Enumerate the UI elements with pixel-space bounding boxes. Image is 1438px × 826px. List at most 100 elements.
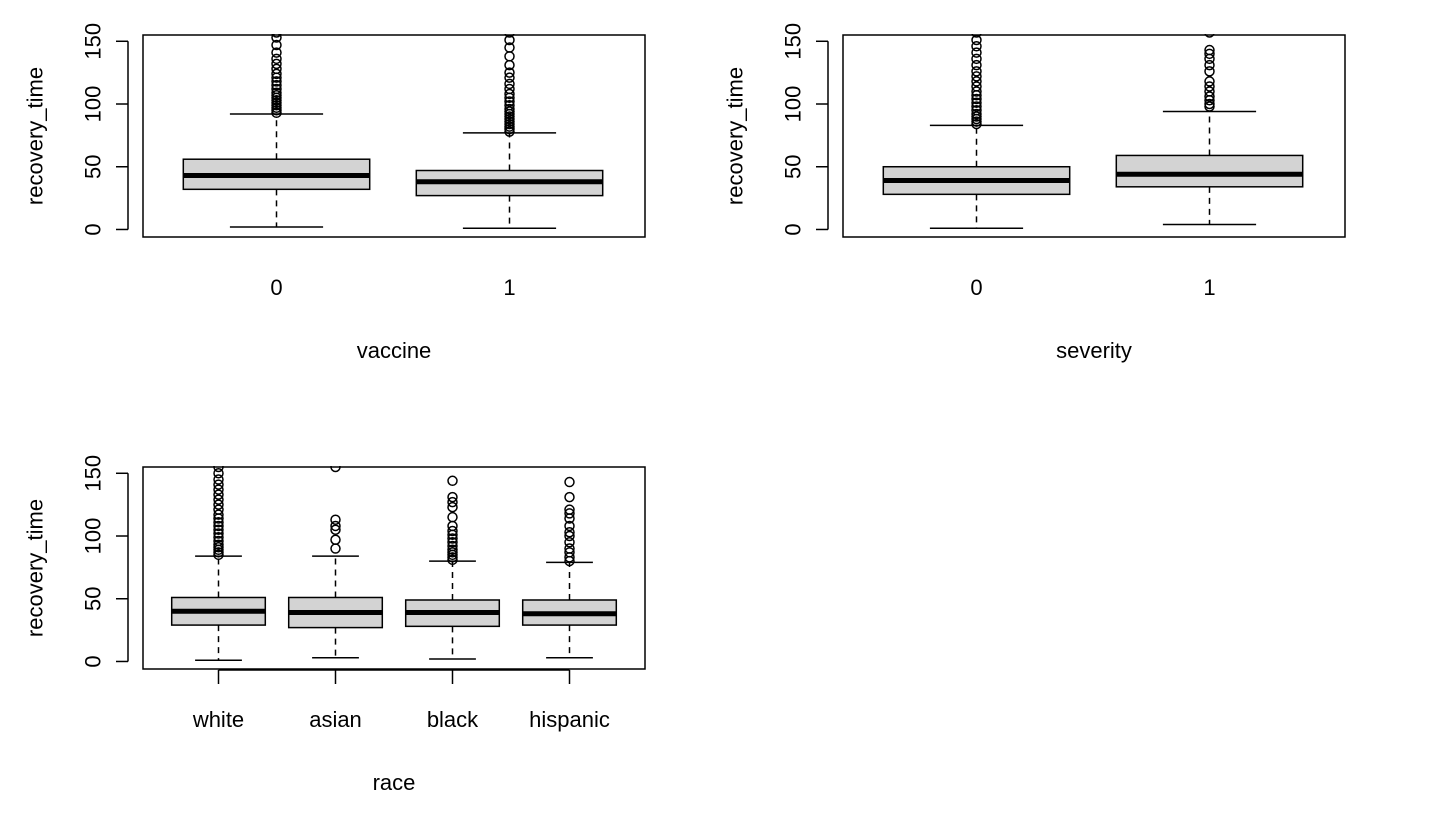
outlier-point [504, 67, 515, 78]
outlier-point [213, 504, 224, 515]
outlier-point [330, 543, 341, 554]
box-black [404, 475, 501, 660]
outlier-point [564, 526, 575, 538]
outlier-point [447, 525, 458, 537]
plot-area [882, 34, 1304, 229]
outlier-point [271, 53, 282, 65]
y-tick-label: 50 [81, 154, 106, 178]
x-axis-label: severity [1056, 338, 1132, 363]
x-tick-label: 0 [270, 275, 282, 300]
outlier-point [1204, 34, 1215, 38]
outlier-point [971, 86, 982, 97]
outlier-point [213, 539, 224, 551]
box-1 [415, 34, 604, 229]
outlier-point [971, 53, 982, 65]
outlier-point [447, 496, 458, 508]
box-0 [882, 34, 1071, 229]
outlier-point [271, 68, 282, 80]
x-tick-label: 0 [970, 275, 982, 300]
outlier-point [213, 520, 224, 532]
outlier-point [504, 51, 515, 62]
x-tick-label: white [192, 707, 244, 732]
outlier-point [971, 71, 982, 82]
outlier-point [971, 66, 982, 77]
outlier-point [564, 504, 575, 515]
plot-area [182, 34, 604, 229]
outlier-point [971, 97, 982, 109]
outlier-point [271, 79, 282, 91]
y-tick-label: 50 [81, 586, 106, 610]
y-axis: 0 50 100 150 [81, 455, 129, 668]
outlier-point [271, 34, 282, 43]
outlier-point [330, 524, 341, 535]
outlier-point [1204, 44, 1215, 56]
outlier-point [213, 509, 224, 520]
outlier-point [971, 76, 982, 87]
outlier-point [504, 78, 515, 90]
outlier-point [564, 476, 575, 488]
y-tick-label: 100 [81, 86, 106, 123]
x-tick-label: 1 [1203, 275, 1215, 300]
outlier-point [564, 547, 575, 558]
plot-frame [842, 34, 1346, 238]
outlier-point [1204, 86, 1215, 97]
y-tick-label: 100 [81, 518, 106, 555]
box-white [170, 466, 267, 661]
outlier-point [564, 491, 575, 503]
outlier-point [504, 34, 515, 38]
outlier-point [213, 479, 224, 490]
plot-area [170, 466, 618, 661]
x-tick-label: asian [309, 707, 362, 732]
outlier-point [447, 501, 458, 513]
x-tick-label: black [427, 707, 479, 732]
outlier-point [504, 103, 515, 115]
outlier-point [564, 508, 575, 519]
outlier-point [213, 499, 224, 510]
outlier-point [971, 105, 982, 116]
outlier-point [447, 491, 458, 503]
outlier-point [271, 83, 282, 95]
box-0 [182, 34, 371, 228]
outlier-point [271, 34, 282, 38]
outlier-point [1204, 66, 1215, 77]
outlier-point [504, 42, 515, 53]
outlier-point [504, 83, 515, 95]
outlier-point [213, 468, 224, 479]
outlier-point [504, 96, 515, 107]
outlier-point [447, 511, 458, 523]
y-tick-label: 100 [781, 86, 806, 123]
y-tick-label: 50 [781, 154, 806, 178]
outlier-point [1204, 48, 1215, 60]
outlier-point [971, 101, 982, 112]
outlier-point [213, 524, 224, 535]
outlier-point [504, 100, 515, 111]
x-axis-label: vaccine [357, 338, 432, 363]
y-tick-label: 150 [81, 455, 106, 492]
y-tick-label: 0 [81, 655, 106, 667]
y-axis-label: recovery_time [23, 67, 48, 205]
outlier-point [447, 537, 458, 548]
outlier-point [213, 494, 224, 505]
y-axis-label: recovery_time [723, 67, 748, 205]
iqr-box [1115, 154, 1304, 188]
outlier-point [1204, 98, 1215, 110]
outlier-point [271, 87, 282, 98]
outlier-point [447, 544, 458, 556]
outlier-point [971, 47, 982, 58]
y-axis: 0 50 100 150 [781, 23, 829, 236]
outlier-point [213, 484, 224, 495]
y-tick-label: 0 [781, 223, 806, 235]
outlier-point [330, 534, 341, 546]
outlier-point [213, 528, 224, 539]
x-tick-label: 1 [503, 275, 515, 300]
outlier-point [1204, 59, 1215, 71]
outlier-point [213, 489, 224, 500]
outlier-point [971, 81, 982, 92]
box-asian [287, 466, 384, 659]
outlier-point [1204, 81, 1215, 92]
